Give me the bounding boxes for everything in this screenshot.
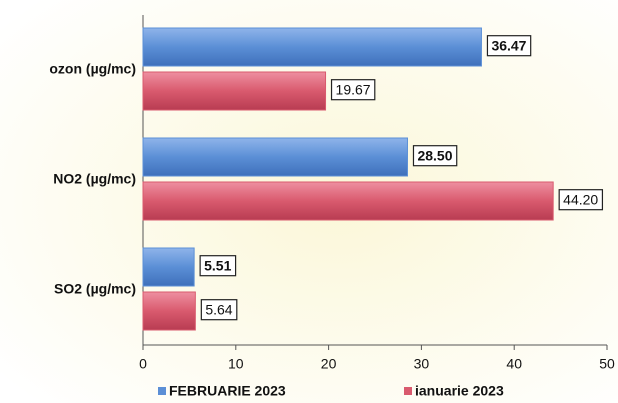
- category-label: SO2 (µg/mc): [54, 281, 136, 297]
- legend-label: ianuarie 2023: [415, 383, 504, 399]
- category-label: NO2 (µg/mc): [53, 171, 136, 187]
- x-tick-label: 40: [506, 356, 522, 372]
- value-label-box: [199, 255, 237, 277]
- legend-swatch: [158, 387, 166, 395]
- bar: [142, 71, 327, 111]
- category-label: ozon (µg/mc): [49, 61, 136, 77]
- x-tick-label: 30: [414, 356, 430, 372]
- value-label-box: [330, 79, 376, 101]
- bar: [142, 137, 408, 177]
- legend-swatch: [404, 387, 412, 395]
- legend-label: FEBRUARIE 2023: [169, 383, 286, 399]
- x-tick-label: 50: [599, 356, 615, 372]
- value-label-box: [200, 299, 238, 321]
- value-label: 44.20: [563, 192, 598, 208]
- value-label-box: [412, 145, 458, 167]
- bar: [142, 291, 196, 331]
- x-tick-label: 0: [139, 356, 147, 372]
- value-label: 5.64: [205, 302, 232, 318]
- x-tick-label: 10: [228, 356, 244, 372]
- value-label: 19.67: [336, 82, 371, 98]
- value-label: 28.50: [417, 148, 452, 164]
- value-label: 5.51: [204, 258, 231, 274]
- value-label-box: [486, 35, 532, 57]
- bar: [142, 27, 482, 67]
- value-label: 36.47: [491, 38, 526, 54]
- bar: [142, 247, 195, 287]
- value-label-box: [558, 189, 604, 211]
- x-tick-label: 20: [321, 356, 337, 372]
- bar: [142, 181, 554, 221]
